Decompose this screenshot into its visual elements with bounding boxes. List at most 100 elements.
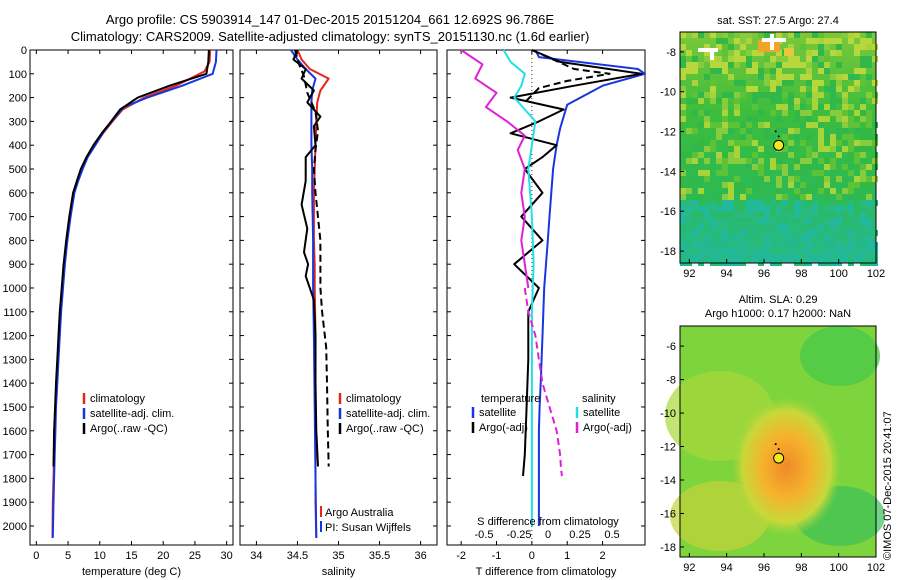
sst-cell: [698, 122, 704, 128]
sst-cell: [734, 176, 740, 182]
map-title: Altim. SLA: 0.29: [739, 294, 818, 306]
sst-cell: [860, 44, 866, 50]
sst-warm-patch: [784, 48, 794, 56]
sst-cell: [758, 68, 764, 74]
sst-cell: [806, 62, 812, 68]
sst-cell: [770, 86, 776, 92]
sst-cell: [818, 134, 824, 140]
sst-cell: [866, 236, 872, 242]
sst-cell: [752, 86, 758, 92]
series-line: [524, 49, 611, 104]
sst-cell: [758, 236, 764, 242]
sst-cell: [704, 158, 710, 164]
sst-cell: [770, 134, 776, 140]
legend-header: salinity: [582, 393, 616, 405]
sst-cell: [752, 98, 758, 104]
sst-cell: [770, 152, 776, 158]
sst-cell: [764, 152, 770, 158]
sst-cell: [740, 236, 746, 242]
sst-cell: [692, 206, 698, 212]
sst-cell: [716, 62, 722, 68]
sst-cell: [830, 188, 836, 194]
sst-cell: [854, 248, 860, 254]
sst-cell: [806, 152, 812, 158]
sst-cell: [716, 158, 722, 164]
sst-cell: [842, 74, 848, 80]
sst-cell: [758, 200, 764, 206]
y-tick-label: -16: [660, 206, 676, 218]
sst-cell: [734, 188, 740, 194]
sst-cell: [824, 62, 830, 68]
sst-cell: [734, 182, 740, 188]
sst-cell: [692, 146, 698, 152]
sst-cell: [740, 212, 746, 218]
sst-cell: [722, 92, 728, 98]
sst-cell: [680, 116, 686, 122]
sst-cell: [794, 134, 800, 140]
sst-cell: [830, 218, 836, 224]
sst-cell: [698, 152, 704, 158]
sst-cell: [710, 80, 716, 86]
sst-cell: [686, 200, 692, 206]
sst-cell: [794, 98, 800, 104]
sst-cell: [710, 206, 716, 212]
sst-cell: [860, 98, 866, 104]
sst-cell: [728, 44, 734, 50]
sst-cell: [764, 236, 770, 242]
sst-cell: [836, 116, 842, 122]
plot-frame: [446, 49, 646, 546]
sst-cell: [728, 80, 734, 86]
sst-cell: [758, 242, 764, 248]
sst-cell: [692, 110, 698, 116]
sst-cell: [752, 140, 758, 146]
x-tick-label: 0: [529, 550, 535, 562]
sst-cell: [842, 122, 848, 128]
sst-cell: [800, 44, 806, 50]
sst-cell: [782, 80, 788, 86]
sst-cell: [686, 218, 692, 224]
sst-cell: [680, 188, 686, 194]
x-tick-label: 102: [867, 268, 885, 280]
sst-cell: [824, 134, 830, 140]
sst-cell: [842, 116, 848, 122]
sst-cell: [830, 50, 836, 56]
sst-cell: [782, 224, 788, 230]
sst-cell: [800, 188, 806, 194]
masked-cell: [710, 52, 714, 60]
sst-cell: [686, 248, 692, 254]
sst-cell: [764, 32, 770, 38]
sst-cell: [764, 80, 770, 86]
x-tick-label: 92: [683, 268, 695, 280]
x-tick-label: 35: [332, 550, 344, 562]
sst-cell: [692, 80, 698, 86]
sst-cell: [680, 212, 686, 218]
sst-cell: [836, 176, 842, 182]
sst-cell: [782, 230, 788, 236]
sst-cell: [776, 242, 782, 248]
x-tick-label: -2: [456, 550, 466, 562]
sst-cell: [818, 188, 824, 194]
sst-cell: [788, 56, 794, 62]
sst-cell: [692, 164, 698, 170]
sst-cell: [848, 122, 854, 128]
sst-cell: [770, 200, 776, 206]
plot-panels: 0100200300400500600700800900100011001200…: [3, 45, 646, 578]
sst-cell: [866, 176, 872, 182]
sst-cell: [818, 224, 824, 230]
sst-cell: [716, 134, 722, 140]
sst-cell: [734, 146, 740, 152]
sst-cell: [782, 248, 788, 254]
sst-cell: [734, 50, 740, 56]
sst-cell: [704, 212, 710, 218]
sst-cell: [866, 224, 872, 230]
sst-cell: [770, 68, 776, 74]
sst-cell: [704, 248, 710, 254]
legend-label: climatology: [346, 393, 402, 405]
sst-cell: [860, 140, 866, 146]
sst-cell: [854, 140, 860, 146]
sst-cell: [680, 32, 686, 38]
sst-cell: [800, 254, 806, 260]
sst-cell: [812, 230, 818, 236]
masked-cell: [770, 34, 774, 50]
sst-cell: [866, 38, 872, 44]
